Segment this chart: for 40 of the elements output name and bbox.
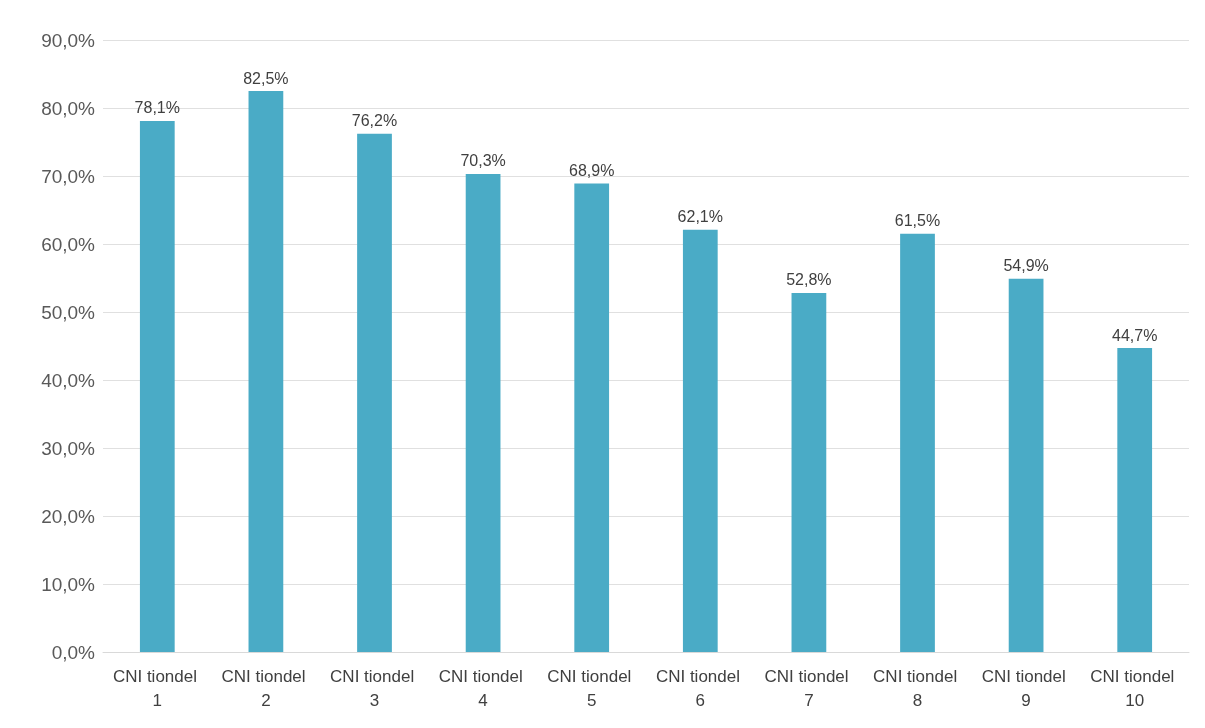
y-tick-label: 20,0%	[41, 505, 96, 527]
bar	[1117, 348, 1153, 652]
x-tick-label: CNI tiondel 10	[1090, 666, 1180, 710]
x-tick-label: CNI tiondel 6	[655, 666, 745, 710]
data-label: 78,1%	[134, 99, 180, 117]
x-tick-label: CNI tiondel 7	[764, 666, 854, 710]
data-label: 76,2%	[351, 112, 398, 130]
data-label: 52,8%	[786, 271, 832, 289]
bar	[574, 183, 610, 652]
y-tick-label: 80,0%	[41, 97, 96, 119]
y-tick-label: 90,0%	[41, 29, 96, 51]
x-tick-label: CNI tiondel 9	[981, 666, 1071, 710]
bar	[682, 229, 718, 652]
y-tick-label: 70,0%	[41, 165, 96, 187]
data-label: 61,5%	[894, 212, 941, 230]
y-tick-label: 50,0%	[41, 301, 96, 323]
data-label: 70,3%	[460, 152, 506, 170]
y-tick-label: 40,0%	[41, 369, 96, 391]
data-label: 54,9%	[1003, 257, 1049, 275]
data-label: 44,7%	[1112, 326, 1158, 344]
data-label: 82,5%	[243, 69, 289, 87]
bar	[465, 173, 501, 652]
y-tick-label: 0,0%	[51, 641, 96, 663]
x-tick-label: CNI tiondel 1	[112, 666, 202, 710]
y-tick-label: 60,0%	[41, 233, 96, 255]
data-label: 62,1%	[677, 208, 723, 226]
bar	[357, 133, 392, 652]
x-tick-label: CNI tiondel 8	[873, 666, 962, 710]
y-tick-label: 10,0%	[41, 573, 96, 595]
x-tick-label: CNI tiondel 2	[221, 666, 311, 710]
bar	[248, 91, 284, 652]
x-tick-label: CNI tiondel 4	[438, 666, 528, 710]
data-label: 68,9%	[569, 161, 615, 179]
x-tick-label: CNI tiondel 3	[330, 666, 419, 710]
bar	[139, 120, 175, 652]
bar	[1008, 278, 1044, 652]
x-tick-label: CNI tiondel 5	[547, 666, 637, 710]
bar	[900, 233, 935, 652]
y-tick-label: 30,0%	[41, 437, 96, 459]
bar	[791, 292, 827, 652]
